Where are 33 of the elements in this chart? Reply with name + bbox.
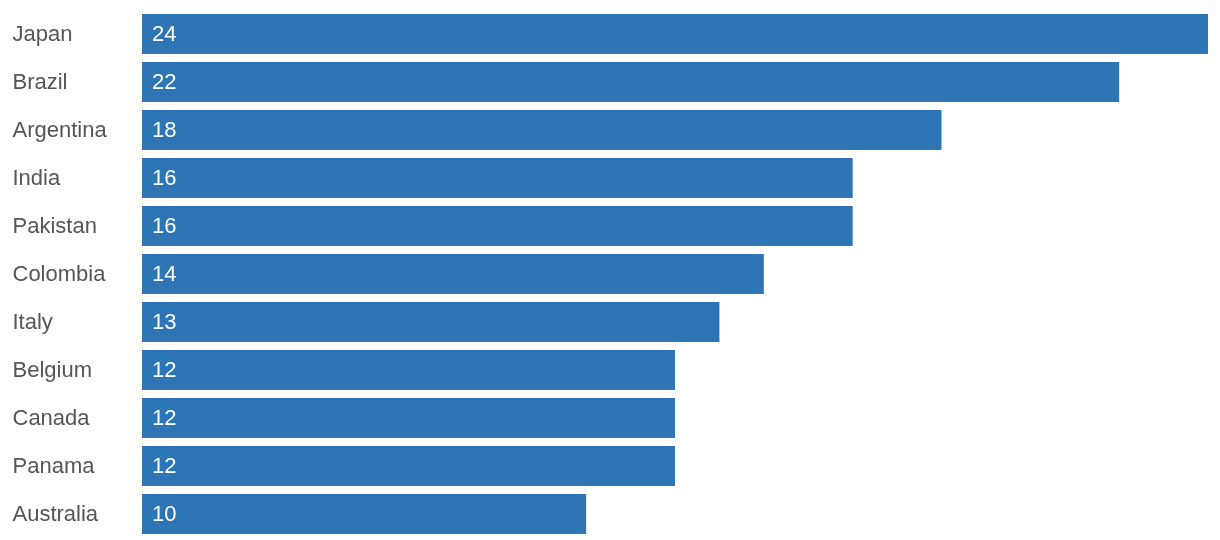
data-label: 12 (152, 405, 177, 430)
data-label: 12 (152, 357, 177, 382)
data-label: 12 (152, 453, 177, 478)
bar (142, 158, 853, 198)
data-label: 16 (152, 213, 177, 238)
bar (142, 62, 1120, 102)
y-tick-label: Brazil (12, 69, 68, 94)
data-label: 14 (152, 261, 177, 286)
data-label: 10 (152, 501, 177, 526)
bar (142, 254, 764, 294)
y-tick-label: India (12, 165, 61, 190)
data-label: 16 (152, 165, 177, 190)
y-tick-label: Panama (12, 453, 96, 478)
y-tick-label: Australia (12, 501, 99, 526)
y-tick-label: Canada (12, 405, 91, 430)
bar (142, 398, 675, 438)
bar (142, 494, 587, 534)
data-label: 22 (152, 69, 177, 94)
y-tick-label: Pakistan (12, 213, 97, 238)
y-tick-label: Belgium (12, 357, 92, 382)
y-tick-label: Argentina (12, 117, 108, 142)
bar (142, 110, 942, 150)
y-tick-label: Italy (12, 309, 53, 334)
data-label: 18 (152, 117, 177, 142)
data-label: 24 (152, 21, 177, 46)
bar (142, 446, 675, 486)
bar (142, 14, 1208, 54)
data-label: 13 (152, 309, 177, 334)
bar (142, 206, 853, 246)
y-tick-label: Colombia (12, 261, 107, 286)
bar (142, 302, 720, 342)
y-tick-label: Japan (12, 21, 73, 46)
bar (142, 350, 675, 390)
